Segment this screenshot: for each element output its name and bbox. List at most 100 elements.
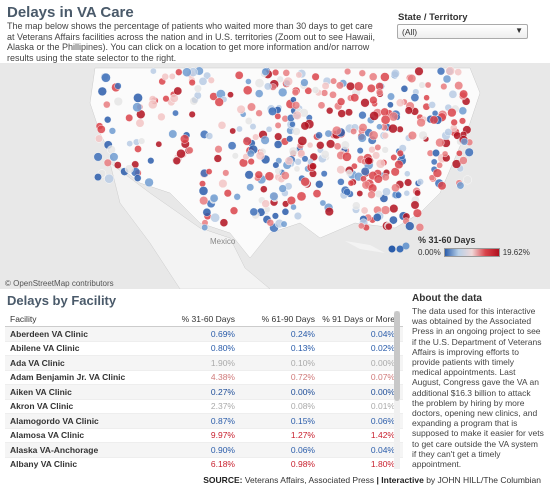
facility-dot[interactable] bbox=[458, 106, 467, 115]
facility-dot[interactable] bbox=[147, 157, 155, 165]
facility-dot[interactable] bbox=[193, 84, 202, 93]
facility-dot[interactable] bbox=[463, 175, 473, 185]
facility-dot[interactable] bbox=[103, 158, 112, 167]
facility-dot[interactable] bbox=[207, 76, 215, 84]
facility-dot[interactable] bbox=[268, 106, 278, 116]
facility-dot[interactable] bbox=[324, 129, 333, 138]
facility-dot[interactable] bbox=[255, 151, 265, 161]
facility-table[interactable]: Facility % 31-60 Days % 61-90 Days % 91 … bbox=[5, 311, 403, 469]
facility-dot[interactable] bbox=[294, 158, 302, 166]
facility-dot[interactable] bbox=[97, 125, 106, 134]
facility-dot[interactable] bbox=[126, 140, 133, 147]
facility-dot[interactable] bbox=[236, 104, 246, 114]
facility-dot[interactable] bbox=[229, 206, 239, 215]
facility-dot[interactable] bbox=[374, 189, 383, 198]
facility-dot[interactable] bbox=[246, 183, 255, 192]
facility-dot[interactable] bbox=[162, 95, 170, 103]
facility-dot[interactable] bbox=[242, 136, 252, 146]
facility-dot[interactable] bbox=[306, 141, 314, 149]
facility-dot[interactable] bbox=[459, 156, 468, 165]
facility-dot[interactable] bbox=[271, 212, 279, 220]
facility-dot[interactable] bbox=[169, 93, 179, 103]
table-row[interactable]: Aiken VA Clinic 0.27% 0.00% 0.00% bbox=[5, 385, 403, 400]
facility-dot[interactable] bbox=[372, 151, 381, 160]
facility-dot[interactable] bbox=[188, 79, 196, 87]
facility-dot[interactable] bbox=[454, 68, 463, 76]
facility-dot[interactable] bbox=[173, 86, 183, 96]
facility-dot[interactable] bbox=[316, 141, 325, 150]
facility-dot[interactable] bbox=[292, 127, 301, 136]
facility-dot[interactable] bbox=[432, 149, 440, 157]
facility-dot[interactable] bbox=[441, 150, 449, 158]
facility-dot[interactable] bbox=[450, 118, 458, 127]
facility-dot[interactable] bbox=[376, 123, 383, 130]
facility-dot[interactable] bbox=[319, 199, 327, 207]
facility-dot[interactable] bbox=[347, 179, 355, 187]
facility-dot[interactable] bbox=[101, 72, 111, 83]
facility-dot[interactable] bbox=[345, 169, 353, 177]
facility-dot[interactable] bbox=[410, 200, 420, 210]
facility-dot[interactable] bbox=[336, 165, 346, 175]
facility-dot[interactable] bbox=[134, 145, 142, 153]
facility-dot[interactable] bbox=[189, 96, 199, 106]
facility-dot[interactable] bbox=[342, 152, 352, 162]
facility-dot[interactable] bbox=[254, 78, 265, 88]
facility-dot[interactable] bbox=[260, 185, 268, 193]
facility-dot[interactable] bbox=[274, 132, 283, 141]
facility-dot[interactable] bbox=[148, 99, 158, 110]
facility-dot[interactable] bbox=[356, 190, 364, 197]
facility-dot[interactable] bbox=[214, 97, 224, 107]
facility-dot[interactable] bbox=[150, 67, 157, 75]
facility-dot[interactable] bbox=[295, 71, 303, 79]
facility-dot[interactable] bbox=[297, 136, 308, 146]
facility-dot[interactable] bbox=[286, 135, 294, 143]
facility-dot[interactable] bbox=[203, 71, 212, 80]
table-row[interactable]: Alaska VA-Anchorage 0.90% 0.06% 0.04% bbox=[5, 443, 403, 458]
facility-dot[interactable] bbox=[402, 242, 410, 250]
facility-dot[interactable] bbox=[315, 180, 324, 189]
facility-dot[interactable] bbox=[168, 72, 176, 80]
facility-dot[interactable] bbox=[133, 93, 143, 103]
column-header-61-90[interactable]: % 61-90 Days bbox=[261, 313, 315, 324]
facility-dot[interactable] bbox=[326, 107, 334, 115]
facility-dot[interactable] bbox=[317, 101, 326, 110]
facility-dot[interactable] bbox=[400, 85, 409, 93]
facility-dot[interactable] bbox=[390, 154, 398, 161]
facility-dot[interactable] bbox=[375, 159, 386, 169]
facility-dot[interactable] bbox=[132, 102, 142, 113]
facility-dot[interactable] bbox=[249, 123, 257, 130]
facility-dot[interactable] bbox=[360, 206, 369, 215]
facility-dot[interactable] bbox=[367, 190, 376, 199]
facility-dot[interactable] bbox=[394, 191, 402, 199]
facility-dot[interactable] bbox=[269, 191, 279, 201]
facility-dot[interactable] bbox=[198, 76, 208, 86]
facility-dot[interactable] bbox=[293, 211, 302, 220]
facility-dot[interactable] bbox=[424, 81, 432, 89]
facility-dot[interactable] bbox=[280, 171, 290, 180]
facility-dot[interactable] bbox=[326, 139, 336, 149]
facility-dot[interactable] bbox=[428, 101, 436, 109]
facility-dot[interactable] bbox=[274, 167, 282, 175]
facility-dot[interactable] bbox=[103, 100, 111, 109]
facility-dot[interactable] bbox=[244, 117, 253, 125]
facility-dot[interactable] bbox=[272, 68, 280, 76]
facility-dot[interactable] bbox=[157, 112, 166, 122]
facility-dot[interactable] bbox=[432, 168, 443, 178]
facility-dot[interactable] bbox=[380, 114, 391, 125]
facility-dot[interactable] bbox=[291, 101, 301, 110]
facility-dot[interactable] bbox=[249, 207, 259, 217]
facility-dot[interactable] bbox=[454, 81, 464, 91]
facility-dot[interactable] bbox=[437, 181, 447, 191]
facility-dot[interactable] bbox=[388, 245, 396, 253]
facility-dot[interactable] bbox=[168, 129, 178, 139]
table-row[interactable]: Aberdeen VA Clinic 0.69% 0.24% 0.04% bbox=[5, 327, 403, 342]
facility-dot[interactable] bbox=[202, 207, 212, 217]
facility-dot[interactable] bbox=[381, 131, 389, 140]
facility-dot[interactable] bbox=[436, 67, 446, 76]
facility-dot[interactable] bbox=[209, 193, 219, 203]
facility-dot[interactable] bbox=[280, 220, 288, 228]
facility-dot[interactable] bbox=[337, 109, 346, 118]
facility-dot[interactable] bbox=[350, 93, 360, 103]
facility-dot[interactable] bbox=[265, 126, 273, 133]
facility-dot[interactable] bbox=[144, 177, 154, 188]
